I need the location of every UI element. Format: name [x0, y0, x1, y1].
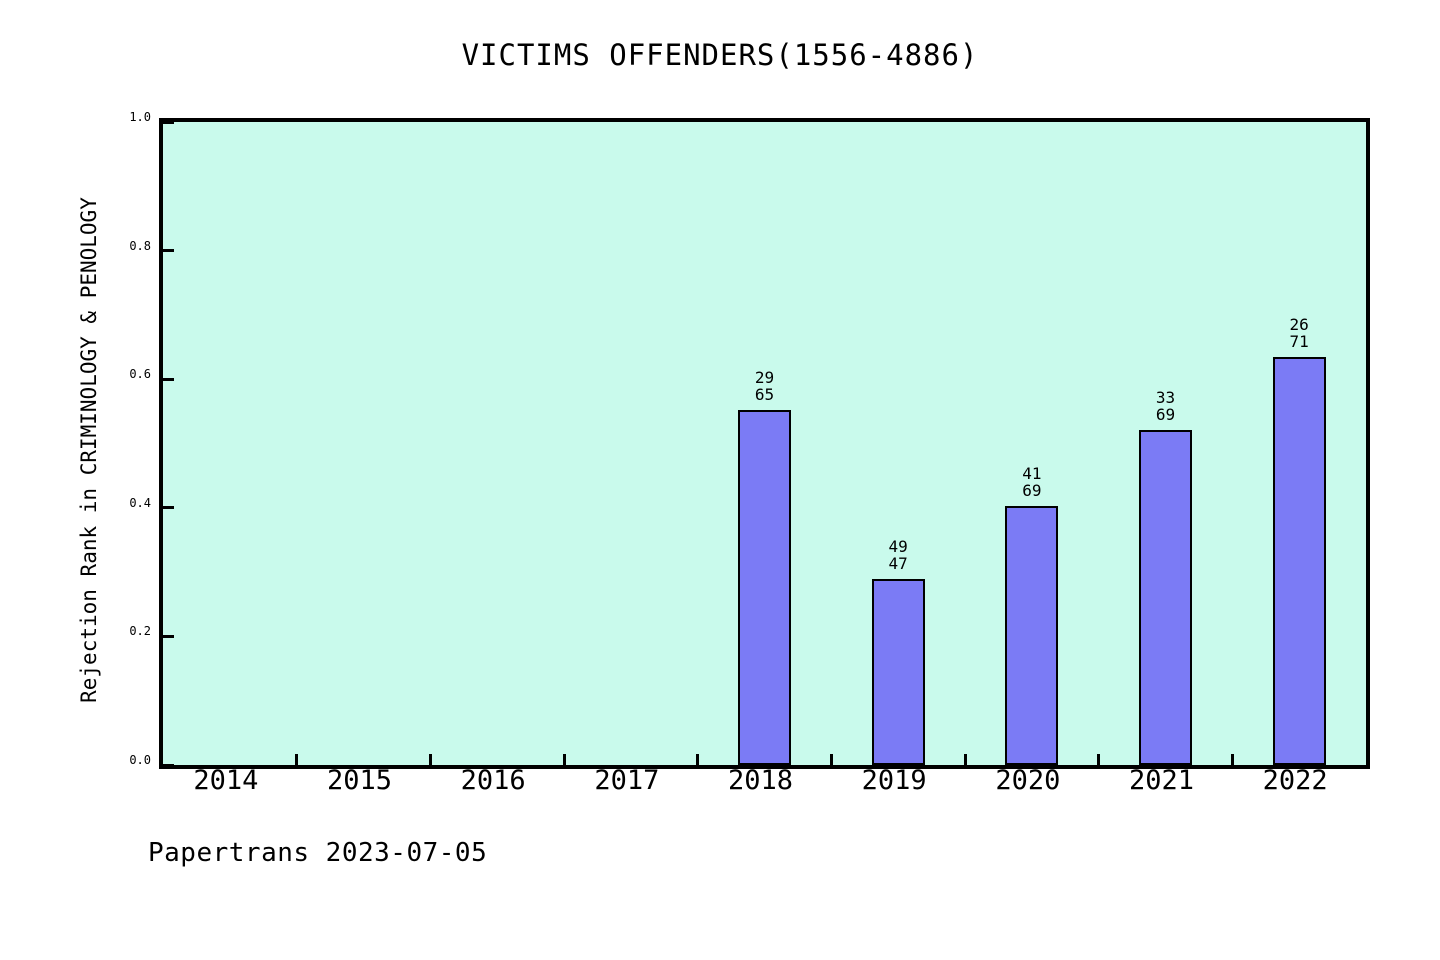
- x-tick-label-2017: 2017: [594, 765, 660, 796]
- bar-value-line1: 33: [1155, 387, 1176, 407]
- y-axis-label: Rejection Rank in CRIMINOLOGY & PENOLOGY: [77, 197, 101, 703]
- x-tick-mark: [1230, 754, 1234, 765]
- y-tick-label: 1.0: [129, 110, 151, 124]
- bar-value-line1: 26: [1289, 314, 1309, 334]
- bar-value-label-2018: 29 65: [705, 369, 825, 403]
- x-tick-label-2016: 2016: [460, 765, 526, 796]
- x-tick-label-2015: 2015: [326, 765, 393, 796]
- bar-value-label-2022: 26 71: [1239, 316, 1359, 350]
- x-tick-label-2020: 2020: [995, 765, 1061, 796]
- plot-inner: 29 65 49 47 41 69 33 69 26 71: [163, 120, 1366, 767]
- bar-2022[interactable]: [1272, 356, 1326, 765]
- bar-2018[interactable]: [738, 410, 791, 765]
- bar-value-label-2020: 41 69: [972, 465, 1092, 499]
- x-tick-mark: [562, 754, 566, 765]
- y-tick-mark: [163, 377, 174, 381]
- x-tick-mark: [963, 754, 967, 765]
- x-tick-label-2014: 2014: [193, 765, 259, 796]
- bar-2020[interactable]: [1005, 505, 1059, 765]
- x-tick-label-2021: 2021: [1128, 765, 1195, 796]
- y-tick-label: 0.0: [129, 753, 151, 767]
- bar-value-line2: 47: [888, 554, 908, 574]
- x-tick-mark: [829, 754, 833, 765]
- y-tick-mark: [163, 120, 174, 124]
- y-tick-label: 0.4: [129, 495, 151, 510]
- footer-note: Papertrans 2023-07-05: [148, 838, 488, 868]
- chart-title: VICTIMS OFFENDERS(1556-4886): [461, 38, 979, 72]
- bar-value-label-2019: 49 47: [838, 538, 958, 572]
- bar-value-line2: 69: [1155, 404, 1176, 424]
- bar-value-line1: 49: [888, 537, 908, 557]
- y-tick-label: 0.2: [129, 624, 151, 639]
- y-tick-mark: [163, 506, 174, 510]
- bar-value-line2: 69: [1022, 480, 1042, 500]
- bar-value-line1: 29: [754, 368, 775, 388]
- x-tick-mark: [696, 754, 700, 765]
- y-tick-mark: [163, 763, 174, 767]
- x-tick-label-2022: 2022: [1262, 765, 1328, 796]
- y-tick-mark: [163, 249, 174, 253]
- y-tick-mark: [163, 634, 174, 638]
- bar-value-label-2021: 33 69: [1106, 389, 1226, 423]
- bar-2019[interactable]: [871, 579, 925, 765]
- bar-value-line2: 65: [754, 385, 775, 405]
- plot-area: 29 65 49 47 41 69 33 69 26 71: [159, 118, 1370, 769]
- x-tick-mark: [295, 754, 299, 765]
- x-tick-mark: [1097, 754, 1101, 765]
- x-tick-label-2018: 2018: [727, 765, 794, 796]
- x-tick-mark: [428, 754, 432, 765]
- bar-value-line2: 71: [1289, 331, 1309, 351]
- y-tick-label: 0.8: [129, 238, 151, 253]
- x-tick-label-2019: 2019: [861, 765, 927, 796]
- bar-2021[interactable]: [1139, 430, 1192, 765]
- y-tick-label: 0.6: [129, 367, 151, 382]
- bar-value-line1: 41: [1022, 463, 1042, 483]
